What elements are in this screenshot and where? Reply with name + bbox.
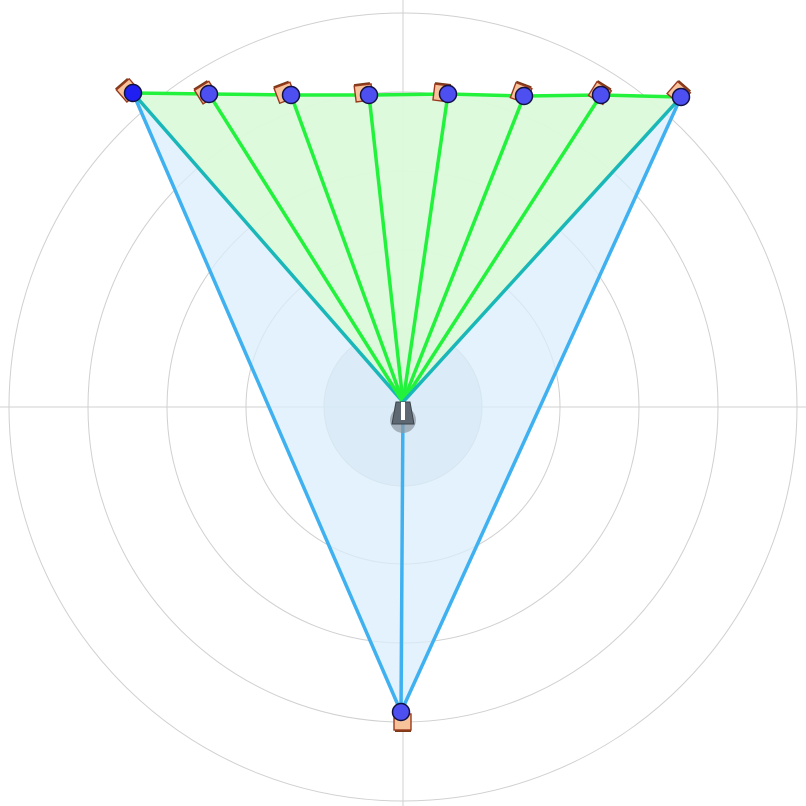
fan-ray-6 [401, 95, 526, 403]
listener-head-highlight [401, 402, 405, 420]
fan-area [133, 93, 681, 402]
triangle-edge-left [131, 92, 403, 713]
source-dot-icon[interactable] [591, 85, 611, 105]
source-dot-icon[interactable] [123, 83, 143, 103]
fan-ray-8 [401, 95, 683, 404]
fan-ray-4 [367, 94, 405, 403]
source-dot-icon[interactable] [671, 87, 691, 107]
source-markers [123, 83, 691, 722]
listener-head-icon [390, 401, 416, 433]
source-dot-icon[interactable] [391, 702, 411, 722]
source-dot-icon[interactable] [281, 85, 301, 105]
triangle-edge-rear [399, 401, 405, 713]
source-dot-icon[interactable] [438, 84, 458, 104]
triangle-edge-right [399, 96, 683, 713]
source-dot-icon[interactable] [514, 86, 534, 106]
fan-ray-7 [401, 94, 603, 403]
fan-ray-1 [131, 91, 405, 404]
fan-ray-5 [401, 93, 450, 403]
source-dot-icon[interactable] [359, 85, 379, 105]
source-dot-icon[interactable] [199, 84, 219, 104]
fan-ray-3 [289, 94, 405, 403]
fan-ray-2 [207, 93, 405, 403]
